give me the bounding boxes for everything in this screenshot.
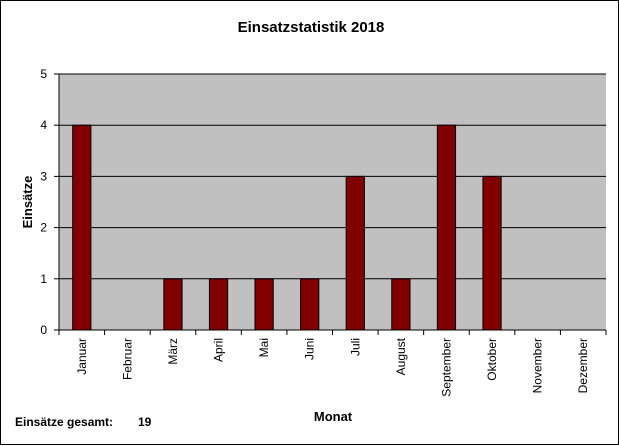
- x-tick-label: Oktober: [485, 338, 499, 381]
- x-tick-label: September: [439, 338, 453, 397]
- x-tick-label: Juli: [348, 338, 362, 356]
- axes: [54, 73, 607, 335]
- y-tick-label: 5: [40, 67, 47, 81]
- x-tick-label: August: [394, 337, 408, 375]
- y-tick-labels: 0 1 2 3 4 5: [40, 67, 47, 337]
- total-value: 19: [138, 415, 152, 429]
- bar-juli: [345, 175, 365, 331]
- bar-september: [436, 124, 457, 331]
- y-tick-label: 4: [40, 118, 47, 132]
- x-tick-label: Juni: [303, 338, 317, 360]
- x-tick-label: November: [531, 338, 545, 393]
- x-tick-label: Februar: [120, 338, 134, 380]
- bar-august: [391, 278, 411, 331]
- x-tick-label: Dezember: [576, 338, 590, 393]
- y-tick-label: 3: [40, 169, 47, 183]
- gridlines: [59, 73, 606, 280]
- y-axis-label: Einsätze: [20, 176, 35, 229]
- y-tick-label: 2: [40, 221, 47, 235]
- y-tick-label: 1: [40, 272, 47, 286]
- y-tick-label: 0: [40, 323, 47, 337]
- bar-mai: [254, 278, 274, 331]
- x-axis-label: Monat: [314, 409, 353, 424]
- plot-area: [59, 74, 606, 330]
- x-tick-labels: Januar Februar März April Mai Juni Juli August S…: [75, 337, 590, 396]
- bar-april: [208, 278, 229, 331]
- x-tick-label: Januar: [75, 338, 89, 375]
- x-tick-label: Mai: [257, 338, 271, 357]
- x-tick-label: März: [166, 338, 180, 365]
- bar-juni: [300, 278, 320, 331]
- bar-oktober: [482, 175, 502, 331]
- bar-januar: [72, 124, 92, 331]
- x-tick-label: April: [212, 338, 226, 362]
- bar-märz: [163, 278, 183, 331]
- chart-title: Einsatzstatistik 2018: [238, 19, 385, 36]
- total-label: Einsätze gesamt:: [15, 415, 113, 429]
